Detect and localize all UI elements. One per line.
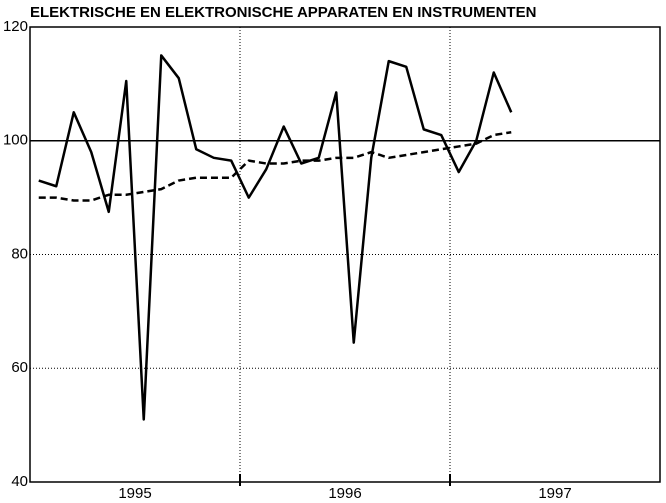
- series-line: [38, 130, 512, 202]
- y-tick-label: 60: [11, 359, 28, 376]
- y-tick-label: 100: [3, 132, 28, 149]
- plot-frame: [29, 26, 661, 483]
- series-line: [38, 54, 513, 421]
- y-tick-label: 80: [11, 245, 28, 262]
- x-tick-label: 1996: [328, 485, 361, 502]
- chart-title: ELEKTRISCHE EN ELEKTRONISCHE APPARATEN E…: [30, 4, 536, 21]
- x-tick-label: 1997: [538, 485, 571, 502]
- x-tick-label: 1995: [118, 485, 151, 502]
- y-tick-label: 120: [3, 18, 28, 35]
- y-tick-label: 40: [11, 473, 28, 490]
